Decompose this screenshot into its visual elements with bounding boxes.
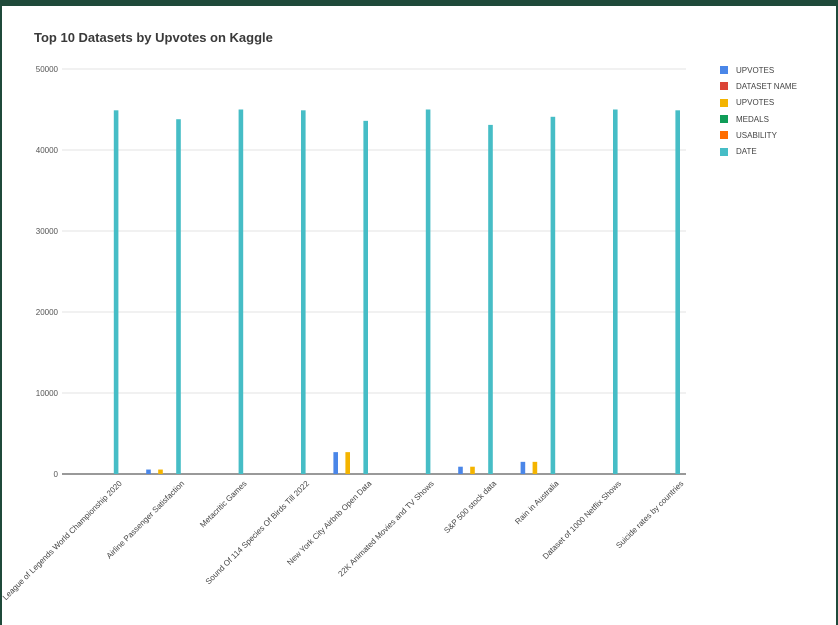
y-tick-label: 50000 xyxy=(36,65,59,74)
legend-label: DATASET NAME xyxy=(736,81,797,91)
legend-item: DATASET NAME xyxy=(720,78,797,94)
bar xyxy=(675,110,680,474)
legend-label: UPVOTES xyxy=(736,98,775,108)
y-tick-label: 20000 xyxy=(36,308,59,317)
x-tick-label: S&P 500 stock data xyxy=(442,479,498,535)
bar xyxy=(333,452,338,474)
bar xyxy=(425,109,431,474)
legend-label: DATE xyxy=(736,147,757,157)
bar xyxy=(301,110,306,474)
x-tick-label: Rain in Australia xyxy=(513,479,561,527)
legend-swatch xyxy=(720,66,728,75)
legend-swatch xyxy=(720,115,728,124)
bar xyxy=(176,119,181,474)
legend-swatch xyxy=(720,131,728,140)
legend-swatch xyxy=(720,82,728,91)
chart-legend: UPVOTES DATASET NAME UPVOTES MEDALS USABILIT… xyxy=(720,62,797,160)
y-tick-label: 30000 xyxy=(36,227,59,236)
legend-label: MEDALS xyxy=(736,114,769,124)
bar xyxy=(363,120,368,474)
bar xyxy=(550,116,556,474)
bar xyxy=(488,124,493,474)
legend-swatch xyxy=(720,147,728,156)
legend-item: USABILITY xyxy=(720,127,797,143)
legend-label: UPVOTES xyxy=(736,65,775,75)
y-tick-label: 10000 xyxy=(36,389,59,398)
x-tick-label: Suicide rates by countries xyxy=(614,479,685,550)
bar xyxy=(146,469,151,474)
y-tick-label: 0 xyxy=(54,470,59,479)
bar xyxy=(613,109,618,474)
y-tick-label: 40000 xyxy=(36,146,59,155)
bar xyxy=(470,466,475,474)
chart-container xyxy=(0,6,838,625)
legend-label: USABILITY xyxy=(736,130,777,140)
bar xyxy=(238,109,244,474)
bar xyxy=(520,461,526,474)
bar xyxy=(458,466,463,474)
legend-item: MEDALS xyxy=(720,111,797,127)
legend-item: UPVOTES xyxy=(720,95,797,111)
x-tick-label: Sound Of 114 Species Of Birds Till 2022 xyxy=(204,479,312,587)
legend-item: DATE xyxy=(720,143,797,159)
bar xyxy=(158,469,163,474)
legend-item: UPVOTES xyxy=(720,62,797,78)
x-tick-label: League of Legends World Championship 202… xyxy=(1,479,124,602)
bar xyxy=(113,110,119,474)
bar xyxy=(345,452,350,474)
x-tick-label: Metacritic Games xyxy=(198,479,248,529)
legend-swatch xyxy=(720,98,728,107)
bar xyxy=(532,461,538,474)
chart-title: Top 10 Datasets by Upvotes on Kaggle xyxy=(34,30,273,45)
